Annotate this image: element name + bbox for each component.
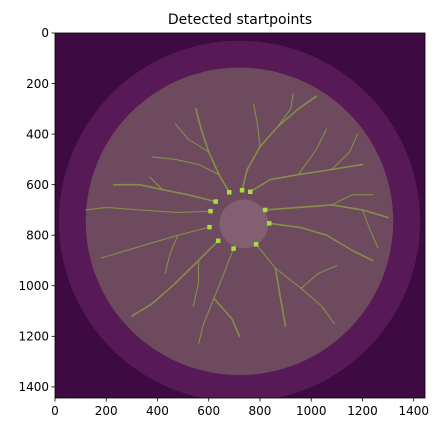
startpoint-marker <box>266 221 272 226</box>
y-tick-label: 1400 <box>18 380 49 394</box>
x-tick-label: 1400 <box>398 404 429 418</box>
x-axis: 0 200 400 600 800 1000 1200 1400 <box>51 398 429 418</box>
y-tick-label: 800 <box>26 228 49 242</box>
vessel <box>149 176 164 191</box>
y-tick-label: 1000 <box>18 279 49 293</box>
y-tick-label: 1200 <box>18 330 49 344</box>
x-tick-label: 400 <box>146 404 169 418</box>
startpoint-marker <box>239 187 245 193</box>
y-axis: 0 200 400 600 800 1000 1200 1400 <box>18 26 55 394</box>
startpoints-layer <box>207 187 272 251</box>
x-tick-label: 1200 <box>347 404 378 418</box>
vessel <box>300 264 338 289</box>
vessel <box>192 259 200 307</box>
startpoint-marker <box>207 224 212 230</box>
vessel <box>274 267 287 327</box>
vessel <box>85 206 212 214</box>
x-tick-label: 0 <box>51 404 59 418</box>
vessel <box>331 194 374 206</box>
y-tick-label: 200 <box>26 77 49 91</box>
x-tick-label: 200 <box>95 404 118 418</box>
startpoint-marker <box>231 246 236 251</box>
chart-title: Detected startpoints <box>168 12 312 28</box>
startpoint-marker <box>253 242 259 247</box>
y-tick-label: 400 <box>26 127 49 141</box>
vessel <box>253 103 261 148</box>
optic-disc <box>219 199 269 249</box>
vessel <box>213 297 241 338</box>
x-tick-label: 600 <box>197 404 220 418</box>
vessel <box>100 226 211 259</box>
startpoint-marker <box>213 199 218 204</box>
vessel <box>277 93 294 128</box>
vessel <box>268 222 374 262</box>
vessel <box>164 234 179 274</box>
startpoint-marker <box>247 189 253 194</box>
x-tick-label: 800 <box>249 404 272 418</box>
vessel <box>151 156 220 176</box>
vessel <box>297 128 328 176</box>
vessel <box>361 209 379 249</box>
startpoint-marker <box>215 238 221 244</box>
plot-frame <box>54 32 426 399</box>
vessel <box>131 240 219 317</box>
startpoint-marker <box>262 207 268 213</box>
vessel-tree <box>85 93 389 345</box>
startpoint-marker <box>226 189 232 195</box>
startpoint-marker <box>208 208 213 214</box>
y-tick-label: 0 <box>41 26 49 40</box>
y-tick-label: 600 <box>26 178 49 192</box>
vessel <box>174 123 210 153</box>
vessel <box>241 95 318 191</box>
plot-area <box>55 33 425 398</box>
vessel <box>331 133 358 171</box>
x-tick-label: 1000 <box>296 404 327 418</box>
